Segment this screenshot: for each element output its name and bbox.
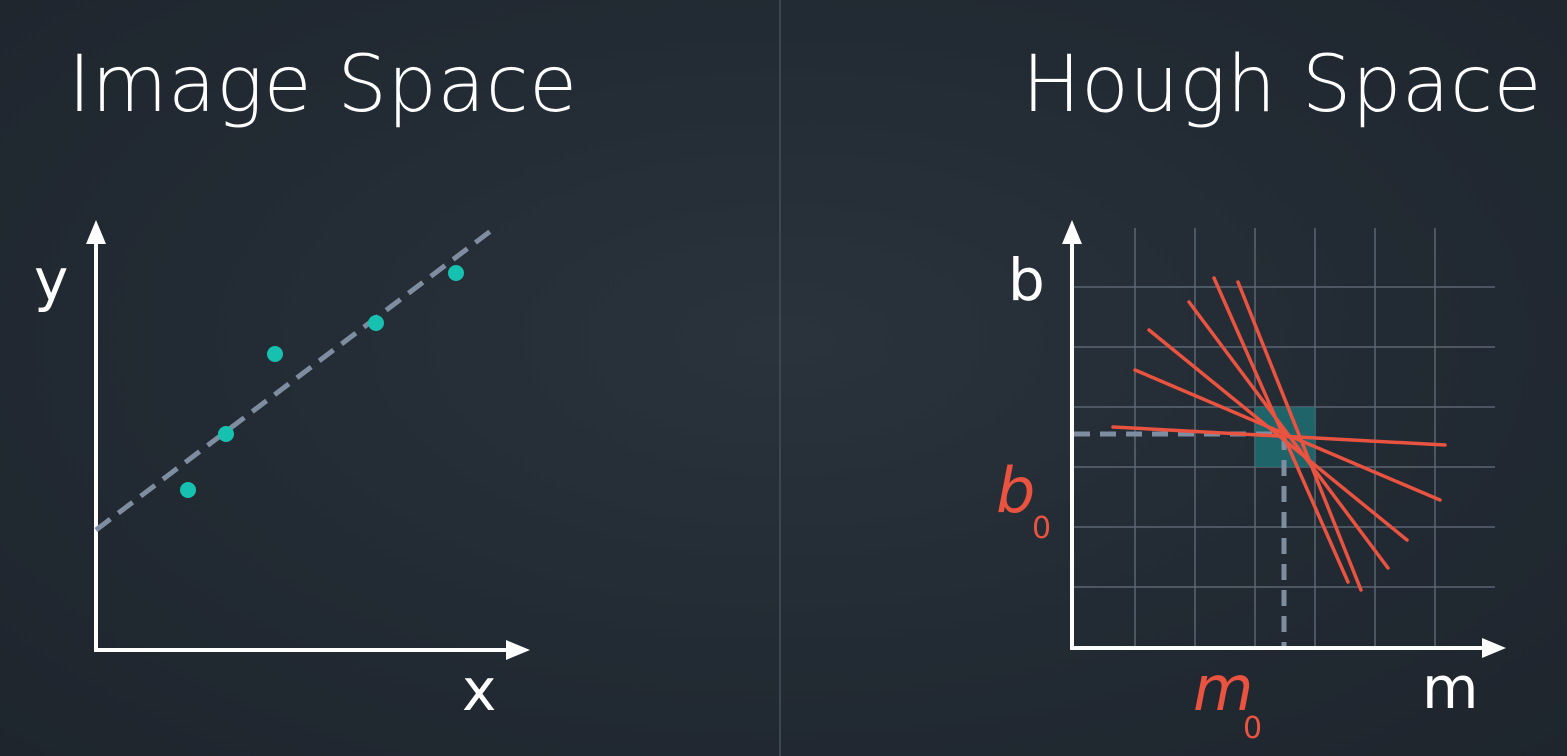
b0-label: b	[996, 454, 1035, 527]
m0-label: m	[1193, 652, 1253, 725]
hough-b-label: b	[1008, 246, 1045, 314]
image-y-label: y	[34, 246, 68, 314]
image-point	[267, 346, 283, 362]
hough-line	[1212, 276, 1350, 584]
hough-space-title: Hough Space	[1022, 40, 1543, 130]
image-space-title: Image Space	[68, 40, 578, 130]
image-space-plot: y x	[34, 220, 530, 724]
image-point	[180, 482, 196, 498]
hough-b-axis-arrowhead	[1062, 220, 1082, 244]
image-fit-line	[94, 228, 494, 532]
image-point	[218, 426, 234, 442]
hough-grid	[1072, 228, 1495, 648]
image-y-axis-arrowhead	[86, 220, 106, 244]
image-point	[368, 315, 384, 331]
b0-subscript: 0	[1032, 511, 1051, 546]
hough-m-axis-arrowhead	[1482, 638, 1506, 658]
hough-line	[1236, 280, 1363, 592]
hough-space-plot: b m b 0 m 0	[996, 220, 1506, 746]
m0-subscript: 0	[1243, 711, 1262, 746]
image-point	[448, 265, 464, 281]
hough-line	[1187, 300, 1390, 570]
image-x-axis-arrowhead	[506, 640, 530, 660]
image-x-label: x	[462, 656, 496, 724]
hough-m-label: m	[1422, 654, 1479, 722]
panel-divider	[779, 0, 781, 756]
hough-line	[1147, 328, 1409, 542]
hough-lines	[1111, 276, 1447, 592]
